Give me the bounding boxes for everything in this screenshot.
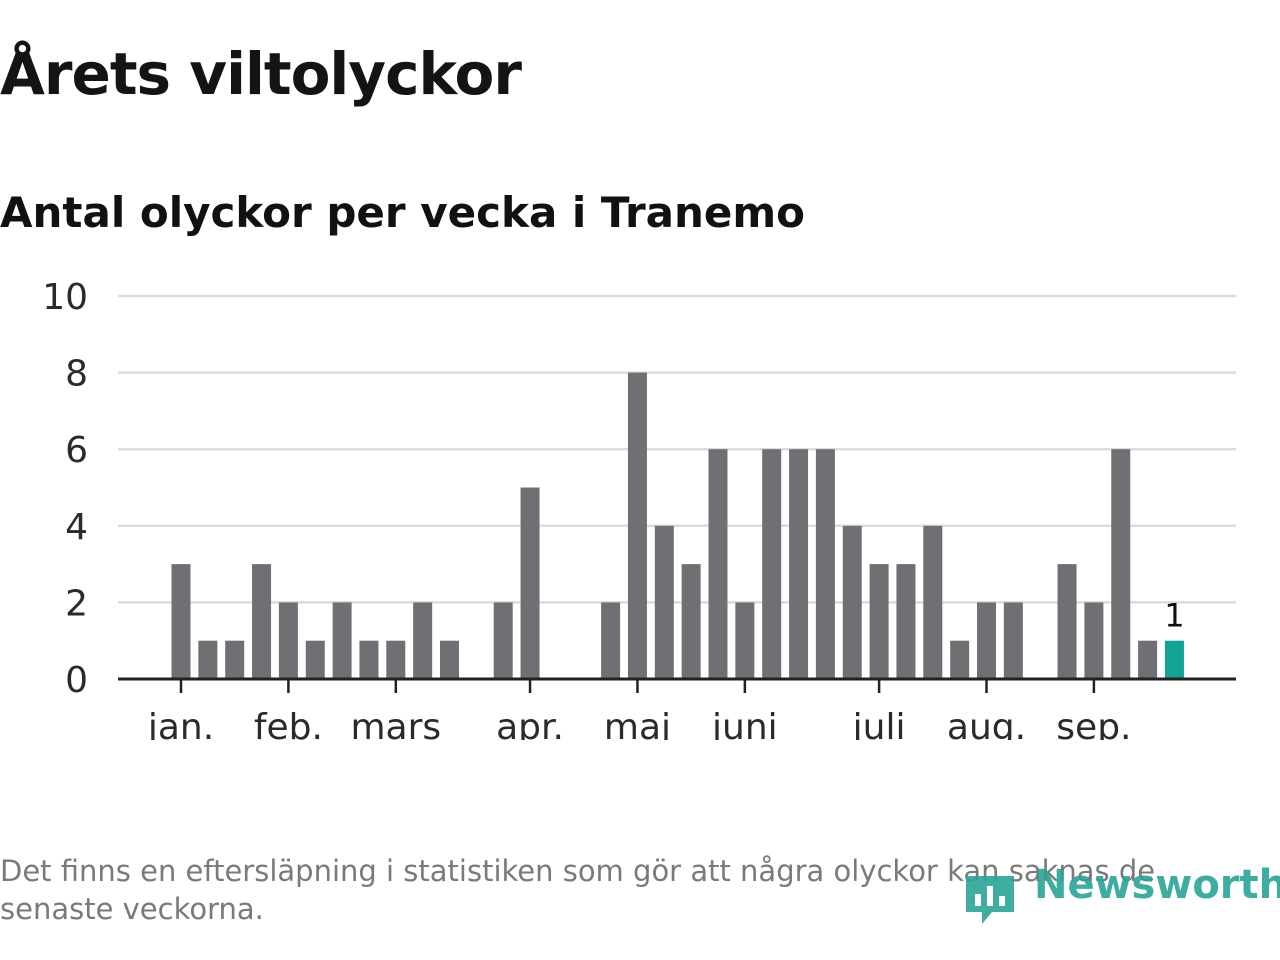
bar	[198, 640, 218, 679]
bar	[869, 564, 889, 679]
bar	[601, 602, 621, 679]
x-tick-label: juli	[852, 707, 906, 740]
bar-chart: 0 2 4 6 8 10 jan. feb. mars apr. maj juni juli aug. s…	[42, 277, 1236, 740]
bar	[1111, 449, 1131, 679]
bar	[413, 602, 433, 679]
bar	[520, 487, 540, 679]
bar	[762, 449, 782, 679]
x-tick-label: jan.	[147, 707, 214, 740]
bar	[977, 602, 996, 679]
brand-logo: Newsworthy	[962, 862, 1280, 926]
bar	[332, 602, 352, 679]
bar	[681, 564, 701, 679]
brand-name: Newsworthy	[1034, 862, 1280, 908]
bar	[950, 640, 970, 679]
bar	[171, 564, 191, 679]
x-tick-label: maj	[604, 707, 671, 740]
x-tick-label: apr.	[496, 707, 564, 740]
gridlines	[118, 294, 1236, 604]
y-tick-label: 4	[65, 507, 88, 548]
bar	[654, 525, 674, 679]
y-tick-label: 0	[65, 660, 88, 701]
newsworthy-logo-icon	[966, 876, 1014, 924]
bar-latest-week	[1164, 640, 1184, 679]
latest-value-label: 1	[1164, 597, 1184, 635]
bar	[708, 449, 728, 679]
x-tick-label: feb.	[254, 707, 323, 740]
bar	[252, 564, 272, 679]
data-labels: 1	[1164, 597, 1184, 635]
bar	[815, 449, 835, 679]
y-tick-label: 6	[65, 430, 88, 471]
y-tick-label: 8	[65, 354, 88, 395]
bar	[1084, 602, 1104, 679]
bar	[440, 640, 459, 679]
x-tick-label: sep.	[1056, 707, 1131, 740]
bars	[171, 372, 1184, 679]
bar	[735, 602, 755, 679]
bar	[1003, 602, 1023, 679]
chart-title: Årets viltolyckor	[0, 40, 522, 108]
x-tick-label: mars	[350, 707, 441, 740]
bar	[359, 640, 379, 679]
bar	[896, 564, 916, 679]
y-tick-label: 2	[65, 583, 88, 624]
bar	[842, 525, 862, 679]
chart-subtitle: Antal olyckor per vecka i Tranemo	[0, 188, 806, 237]
bar	[789, 449, 809, 679]
bar	[1057, 564, 1077, 679]
x-tick-label: juni	[711, 707, 778, 740]
bar	[386, 640, 406, 679]
bar	[305, 640, 325, 679]
y-axis-ticks: 0 2 4 6 8 10	[42, 277, 88, 701]
bar	[923, 525, 943, 679]
footnote: Det finns en eftersläpning i statistiken…	[0, 854, 1156, 926]
x-axis-ticks: jan. feb. mars apr. maj juni juli aug. sep.	[147, 679, 1132, 740]
y-tick-label: 10	[42, 277, 88, 318]
bar	[225, 640, 245, 679]
bar	[493, 602, 513, 679]
bar	[627, 372, 647, 679]
bar	[1138, 640, 1158, 679]
bar	[278, 602, 298, 679]
x-tick-label: aug.	[947, 707, 1026, 740]
